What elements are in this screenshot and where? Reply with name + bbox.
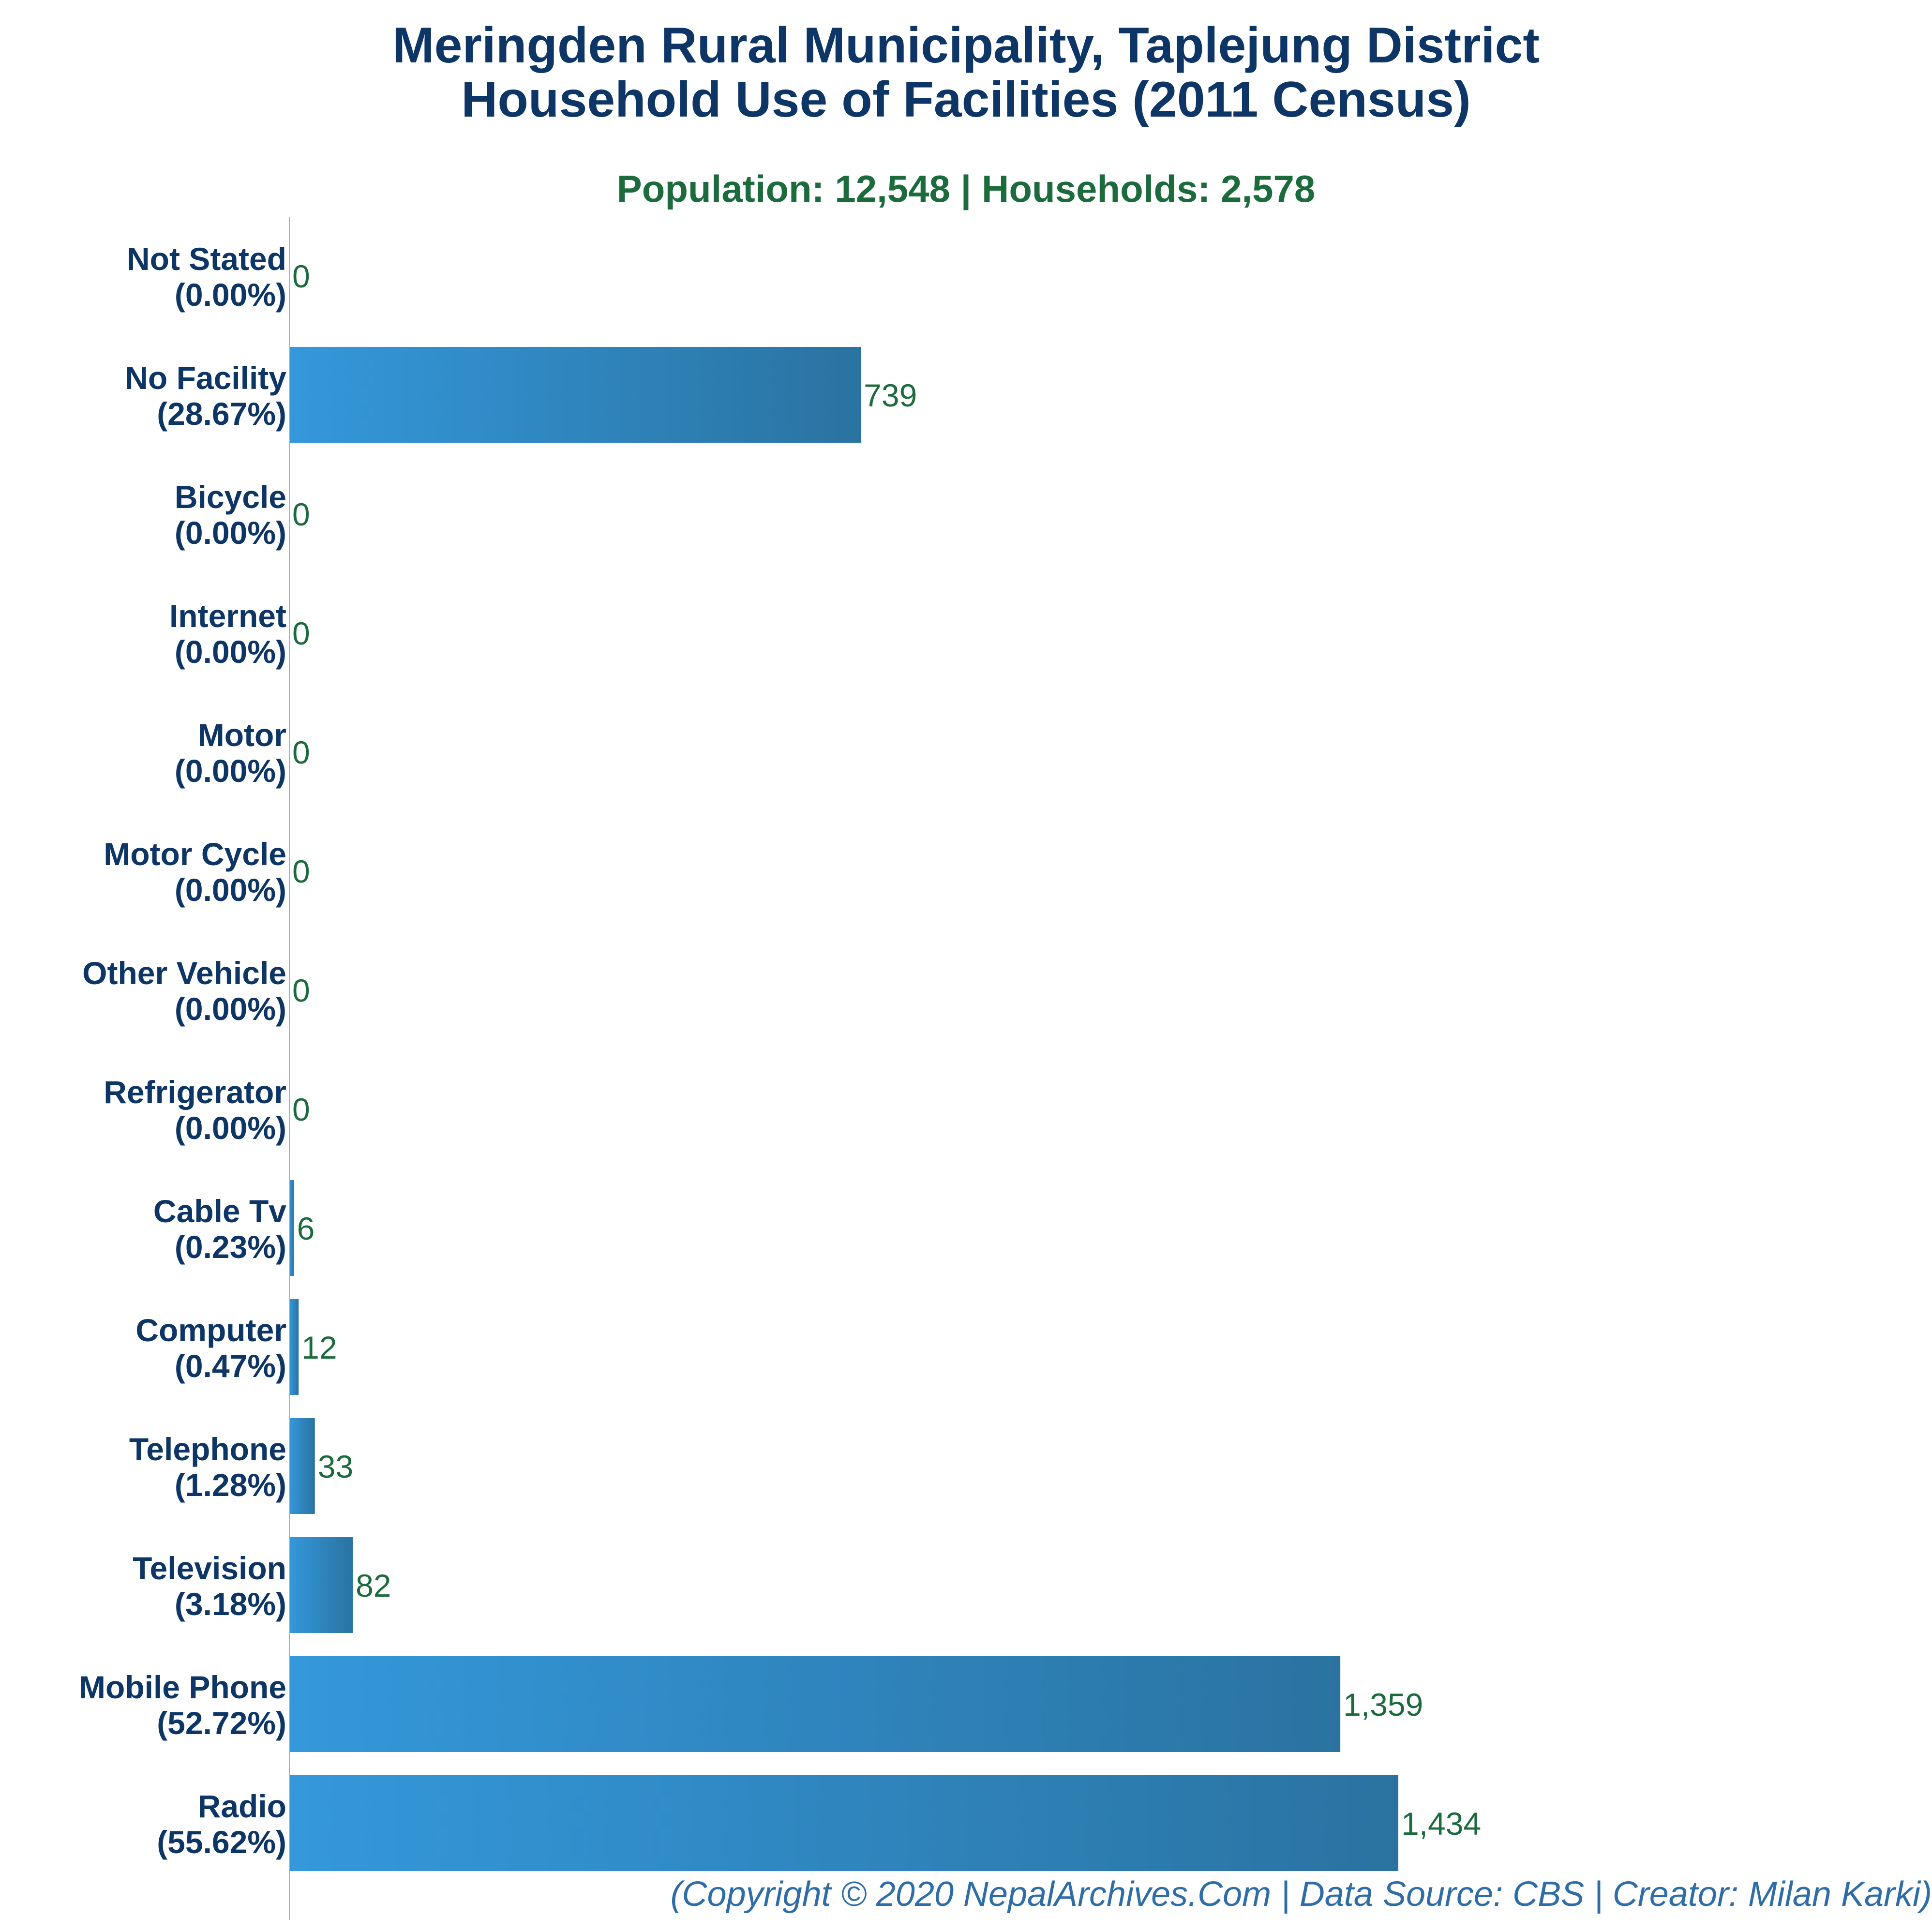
bar-telephone [289,1418,315,1514]
bar-television [289,1537,353,1633]
value-label: 82 [356,1568,391,1603]
value-label: 0 [292,1092,310,1127]
value-label: 1,434 [1401,1806,1481,1842]
value-label: 0 [292,496,310,532]
category-label: Motor Cycle (0.00%) [104,836,286,908]
bar-no-facility [289,347,861,443]
bar-cable-tv [289,1180,294,1276]
category-label: Mobile Phone (52.72%) [79,1669,286,1741]
category-label: Television (3.18%) [133,1550,286,1622]
value-label: 0 [292,734,310,770]
category-labels: Not Stated (0.00%) No Facility (28.67%) Bicy… [79,241,286,1860]
footer-credit: (Copyright © 2020 NepalArchives.Com | Da… [670,1875,1932,1914]
bar-mobile-phone [289,1656,1341,1752]
chart-subtitle: Population: 12,548 | Households: 2,578 [616,167,1316,210]
category-label: Cable Tv (0.23%) [153,1193,286,1265]
chart-title-line1: Meringden Rural Municipality, Taplejung … [392,17,1540,74]
bars-group [289,347,1398,1871]
value-label: 6 [297,1211,315,1246]
value-label: 33 [318,1449,353,1484]
chart-title: Meringden Rural Municipality, Taplejung … [0,18,1932,127]
bar-radio [289,1775,1398,1871]
bar-computer [289,1299,299,1395]
value-label: 1,359 [1343,1687,1423,1722]
value-label: 0 [292,854,310,889]
category-label: Internet (0.00%) [169,598,286,670]
category-label: Telephone (1.28%) [129,1431,286,1503]
chart-title-line2: Household Use of Facilities (2011 Census… [461,72,1471,128]
value-label: 739 [864,377,917,413]
value-label: 0 [292,258,310,294]
value-label: 12 [301,1330,337,1365]
category-label: Other Vehicle (0.00%) [82,955,286,1027]
category-label: Motor (0.00%) [175,717,286,789]
value-label: 0 [292,615,310,651]
category-label: No Facility (28.67%) [125,360,286,432]
category-label: Radio (55.62%) [157,1788,286,1860]
value-labels: 0 739 0 0 0 0 0 0 6 12 33 82 1,359 1,434 [292,258,1481,1842]
category-label: Bicycle (0.00%) [175,479,286,551]
value-label: 0 [292,973,310,1008]
category-label: Not Stated (0.00%) [127,241,286,313]
category-label: Computer (0.47%) [135,1312,286,1384]
category-label: Refrigerator (0.00%) [104,1074,286,1146]
